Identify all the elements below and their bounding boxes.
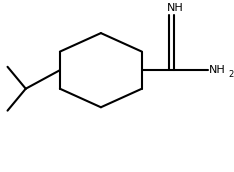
Text: NH: NH: [209, 65, 226, 75]
Text: 2: 2: [228, 70, 233, 79]
Text: NH: NH: [167, 3, 183, 13]
